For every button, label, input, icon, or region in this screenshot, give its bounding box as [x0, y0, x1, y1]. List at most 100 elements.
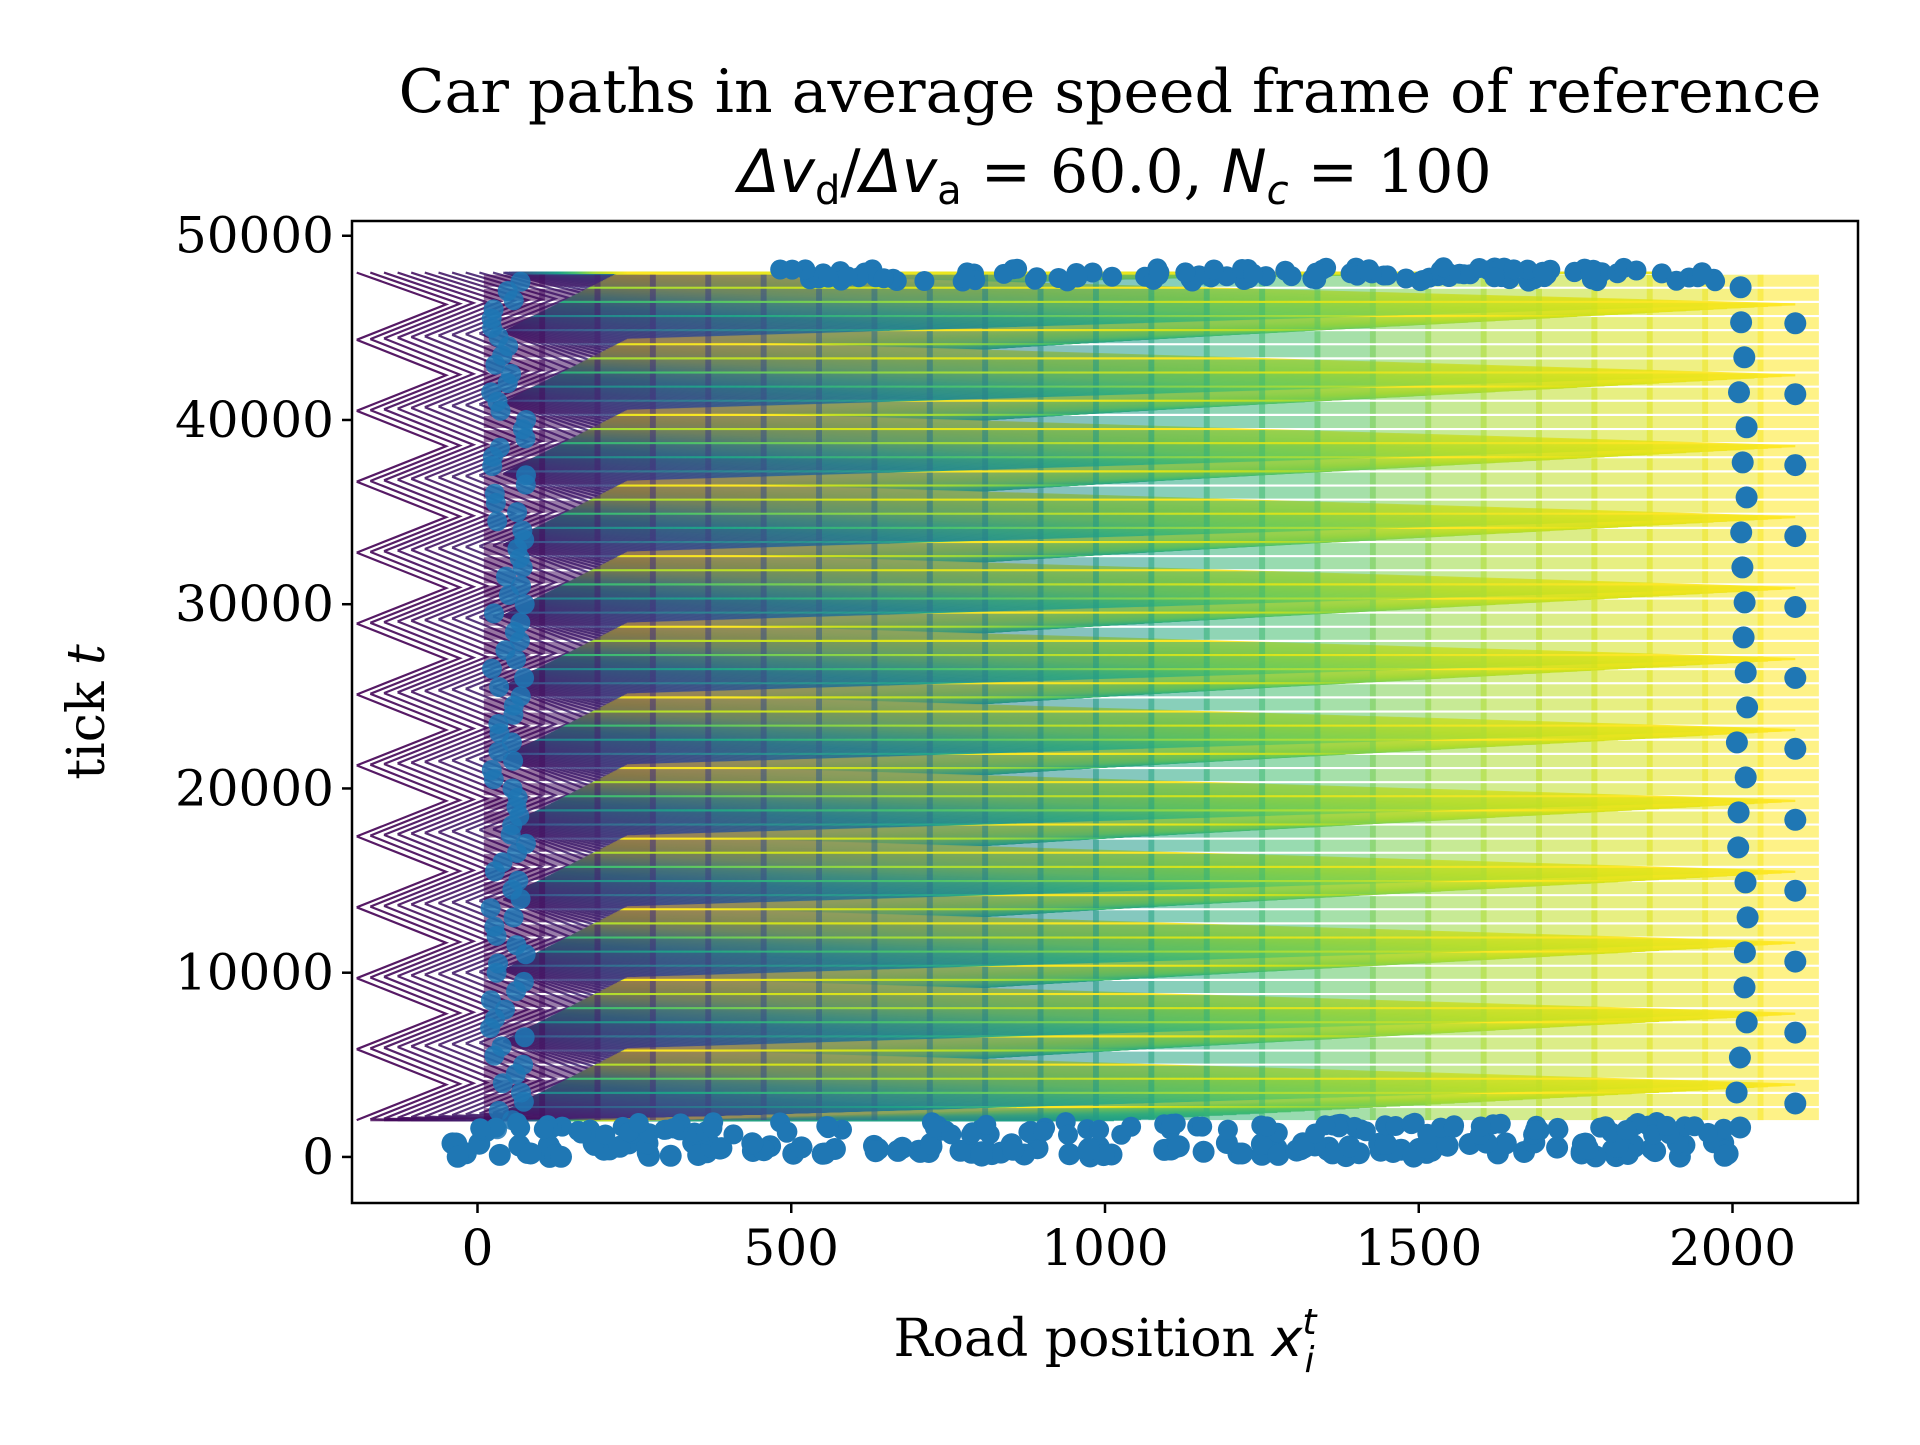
car-marker: [483, 299, 504, 320]
path-fill-band: [982, 543, 1044, 556]
path-fill-band: [1646, 642, 1709, 654]
path-fill-band: [1702, 783, 1764, 796]
path-fill-band: [1203, 359, 1266, 372]
car-markers-layer: [441, 257, 1807, 1168]
path-fill-band: [1093, 500, 1155, 513]
path-fill-band: [649, 486, 712, 499]
path-fill-band: [1646, 627, 1709, 640]
car-marker: [702, 1118, 723, 1138]
path-fill-band: [1702, 303, 1764, 315]
path-fill-band: [1037, 740, 1099, 753]
path-fill-band: [1536, 430, 1598, 443]
path-fill-band: [982, 430, 1044, 443]
path-fill-band: [1314, 401, 1376, 414]
path-fill-band: [539, 430, 601, 443]
path-fill-band: [1314, 769, 1376, 782]
path-fill-band: [1757, 995, 1819, 1008]
path-fill-band: [705, 1065, 767, 1078]
path-fill-band: [1148, 613, 1210, 626]
y-tick-label: 0: [302, 1128, 334, 1186]
path-fill-band: [705, 627, 767, 640]
path-fill-band: [871, 387, 933, 400]
path-fill-band: [1757, 514, 1819, 527]
path-fill-band: [1259, 317, 1321, 330]
path-fill-band: [1203, 740, 1266, 753]
car-marker: [1784, 666, 1807, 689]
path-fill-band: [1314, 387, 1376, 400]
path-fill-band: [1369, 910, 1432, 923]
path-fill-band: [760, 529, 822, 541]
path-fill-band: [1480, 740, 1542, 753]
path-fill-band: [539, 627, 601, 640]
subtitle-n-value: = 100: [1289, 137, 1492, 207]
path-fill-band: [871, 1023, 933, 1036]
subtitle-ratio-value: = 60.0,: [962, 137, 1222, 207]
car-marker: [941, 1124, 962, 1145]
path-fill-band: [705, 274, 767, 287]
path-fill-band: [1037, 359, 1099, 372]
path-fill-band: [705, 938, 767, 951]
path-fill-band: [816, 938, 878, 951]
path-fill-band: [1148, 1051, 1210, 1064]
path-fill-band: [1093, 839, 1155, 852]
path-fill-band: [926, 952, 989, 965]
path-fill-band: [1425, 1023, 1487, 1036]
path-fill-band: [1646, 882, 1709, 895]
path-fill-band: [871, 811, 933, 824]
path-fill-band: [926, 303, 989, 315]
path-fill-band: [1037, 712, 1099, 725]
path-fill-band: [1148, 656, 1210, 669]
path-fill-band: [1646, 529, 1709, 541]
path-fill-band: [871, 514, 933, 527]
path-fill-band: [1480, 712, 1542, 725]
path-fill-band: [1536, 627, 1598, 640]
path-fill-band: [982, 1009, 1044, 1022]
path-fill-band: [539, 1094, 601, 1106]
path-fill-band: [816, 995, 878, 1008]
path-fill-band: [1536, 288, 1598, 301]
path-fill-band: [1757, 274, 1819, 287]
path-fill-band: [705, 1079, 767, 1092]
path-fill-band: [1757, 331, 1819, 344]
path-fill-band: [926, 726, 989, 739]
path-fill-band: [816, 783, 878, 796]
car-marker: [1396, 268, 1416, 289]
path-fill-band: [1480, 755, 1542, 767]
path-fill-band: [760, 882, 822, 895]
car-marker: [818, 267, 839, 288]
path-fill-band: [1757, 401, 1819, 414]
path-fill-band: [1314, 317, 1376, 330]
path-fill-band: [594, 486, 656, 499]
path-fill-band: [1369, 472, 1432, 485]
path-fill-band: [871, 1108, 933, 1121]
path-fill-band: [1646, 331, 1709, 344]
path-fill-band: [594, 1009, 656, 1022]
path-fill-band: [1093, 924, 1155, 937]
path-fill-band: [1259, 401, 1321, 414]
path-fill-band: [1093, 557, 1155, 570]
path-fill-band: [594, 627, 656, 640]
path-fill-band: [1425, 458, 1487, 471]
path-fill-band: [705, 882, 767, 895]
path-fill-band: [1425, 924, 1487, 937]
path-fill-band: [760, 500, 822, 513]
path-fill-band: [705, 853, 767, 866]
path-fill-band: [926, 797, 989, 810]
path-fill-band: [982, 952, 1044, 965]
path-fill-band: [1646, 684, 1709, 697]
path-fill-band: [1093, 543, 1155, 556]
path-fill-band: [1148, 981, 1210, 993]
path-fill-band: [1480, 684, 1542, 697]
path-fill-band: [1037, 500, 1099, 513]
car-marker: [484, 483, 505, 504]
path-fill-band: [816, 373, 878, 386]
path-fill-band: [1757, 571, 1819, 584]
path-fill-band: [1646, 444, 1709, 457]
path-fill-band: [982, 317, 1044, 330]
path-fill-band: [1425, 543, 1487, 556]
path-fill-band: [1757, 924, 1819, 937]
path-fill-band: [539, 1009, 601, 1022]
path-fill-band: [1037, 656, 1099, 669]
path-fill-band: [1646, 373, 1709, 386]
